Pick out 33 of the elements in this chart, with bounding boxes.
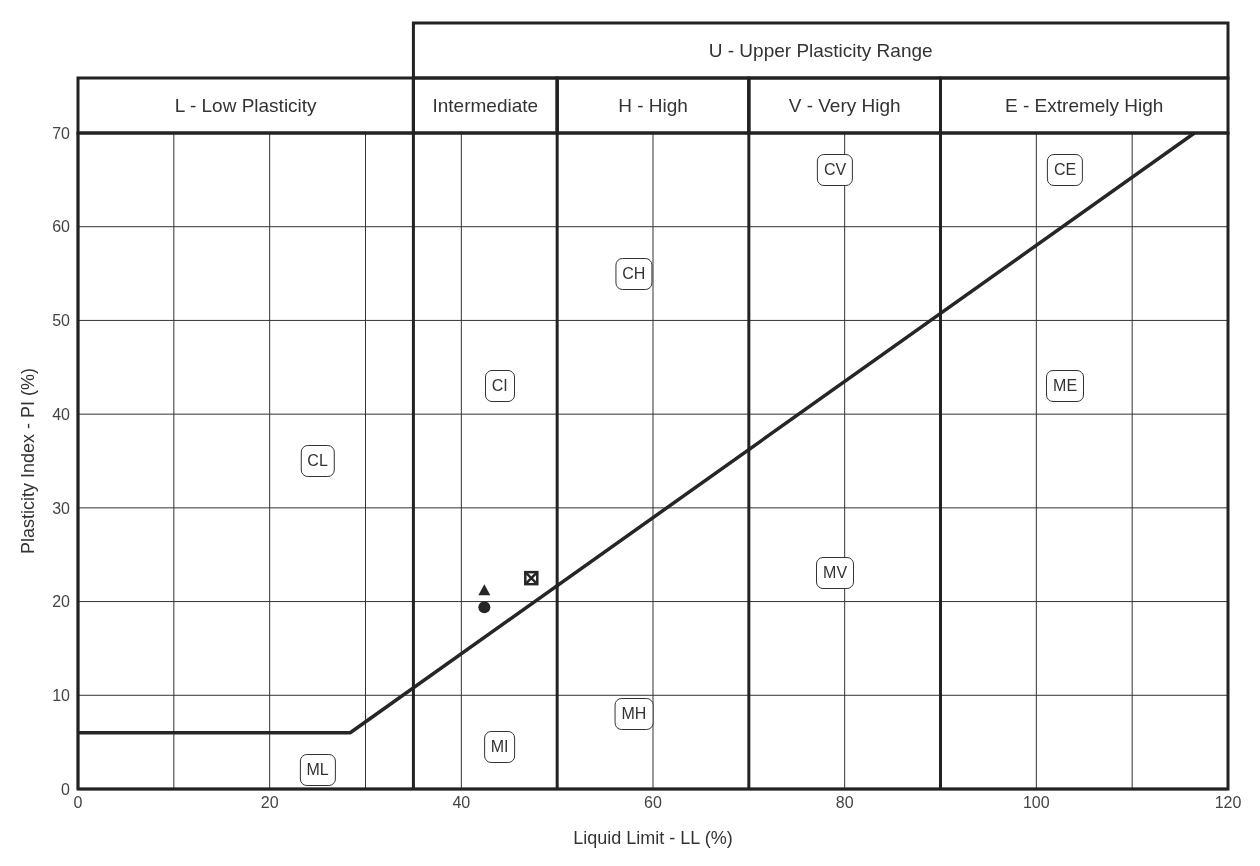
x-tick-label: 100 [1022, 794, 1050, 812]
y-tick-label: 0 [61, 780, 71, 798]
x-tick-label: 120 [1214, 794, 1242, 812]
y-tick-label: 10 [52, 686, 71, 704]
annotation: CV [816, 154, 854, 187]
x-tick-label: 20 [260, 794, 279, 812]
x-tick-label: 80 [835, 794, 854, 812]
y-tick-label: 50 [52, 312, 71, 330]
annotation: MH [614, 698, 654, 731]
annotation: CI [484, 370, 515, 403]
text: V - Very High [748, 78, 941, 133]
y-tick-label: 30 [52, 499, 71, 517]
x-tick-label: 40 [452, 794, 471, 812]
annotation: ME [1046, 370, 1085, 403]
annotation: MV [816, 557, 855, 590]
annotation: CH [615, 257, 653, 290]
x-tick-label: 0 [73, 794, 83, 812]
annotation: CL [300, 445, 335, 477]
y-tick-label: 40 [52, 405, 71, 423]
text: H - High [557, 78, 749, 133]
annotation: CE [1046, 154, 1084, 187]
text: U - Upper Plasticity Range [413, 23, 1228, 78]
x-axis-title: Liquid Limit - LL (%) [573, 828, 733, 848]
text: E - Extremely High [940, 78, 1228, 133]
y-tick-label: 60 [52, 218, 71, 236]
y-axis-title: Plasticity Index - PI (%) [18, 367, 39, 555]
annotation: MI [483, 730, 516, 763]
y-tick-label: 20 [52, 593, 71, 611]
x-tick-label: 60 [644, 794, 662, 812]
annotation: ML [299, 754, 336, 787]
y-tick-label: 70 [52, 124, 71, 142]
text: L - Low Plasticity [78, 78, 414, 133]
text: Intermediate [413, 78, 558, 133]
